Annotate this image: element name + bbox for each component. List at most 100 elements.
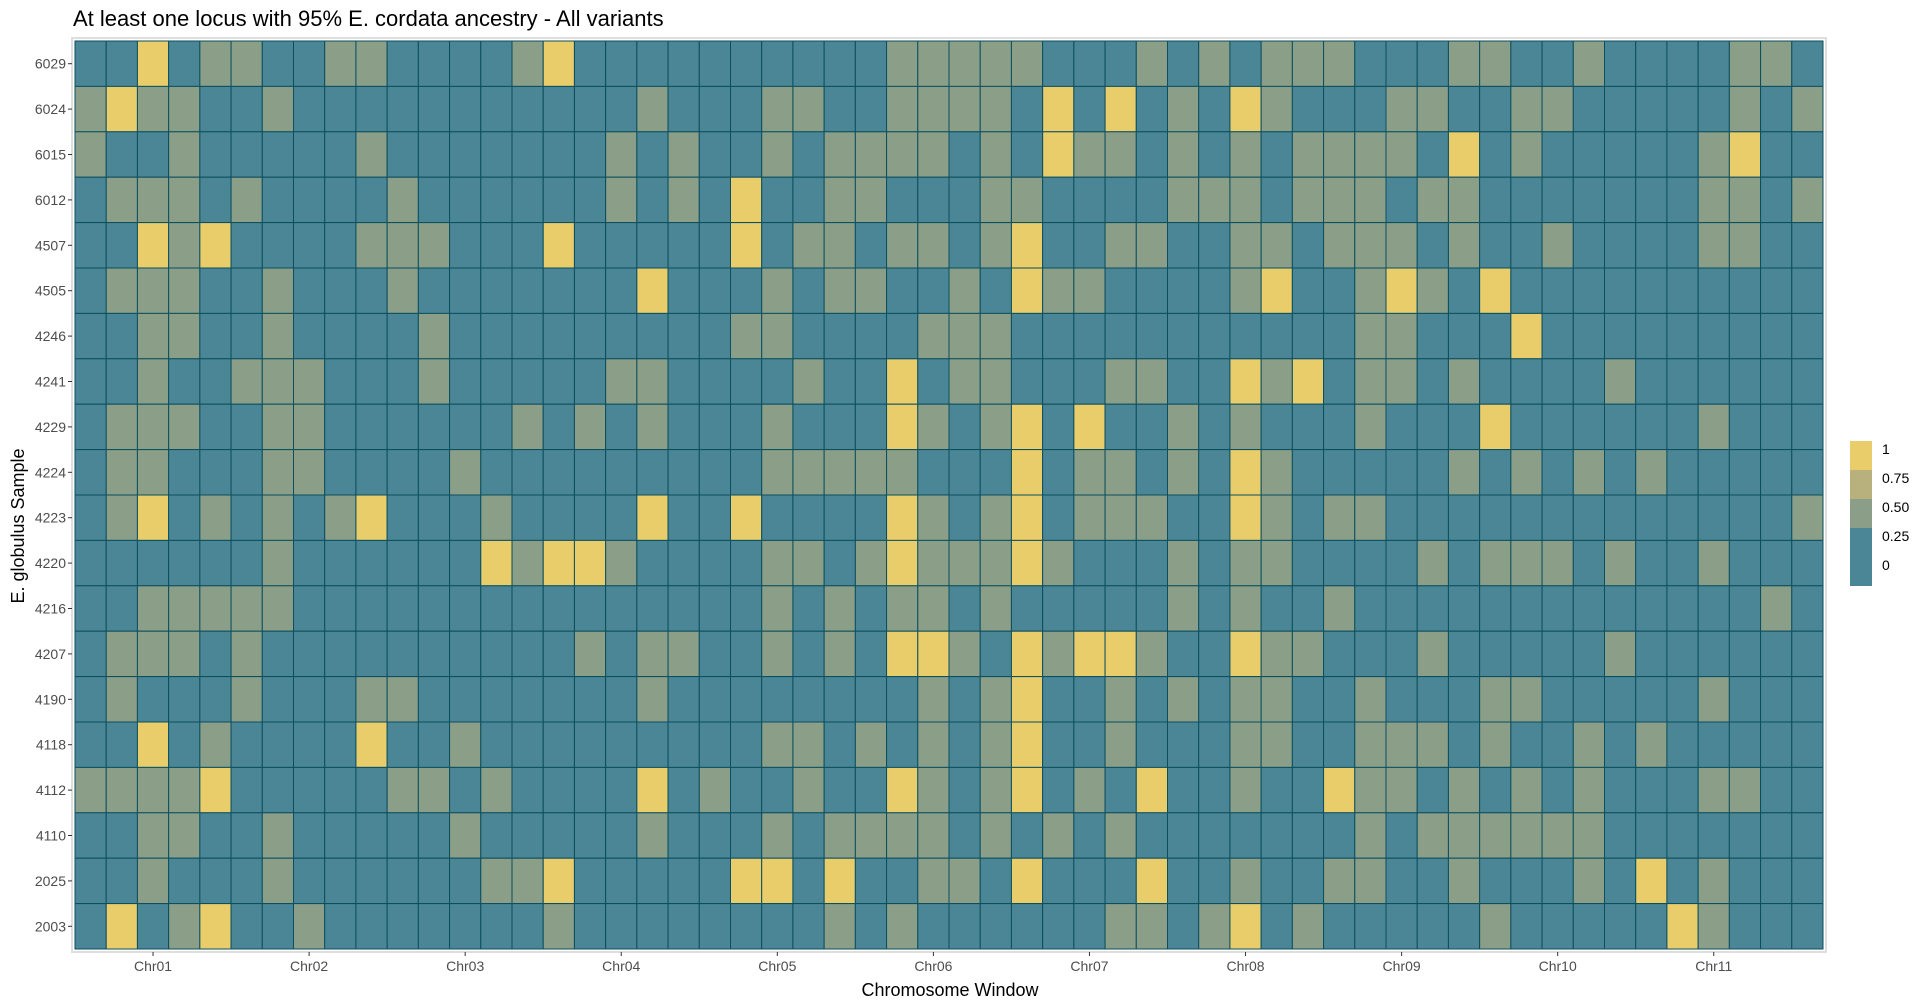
heatmap-cell: [1291, 449, 1325, 496]
heatmap-cell: [261, 222, 294, 269]
heatmap-cell: [230, 403, 263, 451]
heatmap-cell: [1572, 494, 1606, 541]
heatmap-cell: [168, 721, 201, 768]
heatmap-cell: [1760, 40, 1793, 87]
heatmap-cell: [511, 312, 544, 360]
x-axis-title: Chromosome Window: [861, 980, 1039, 1000]
heatmap-cell: [761, 857, 794, 905]
heatmap-cell: [449, 403, 482, 451]
heatmap-cell: [605, 766, 638, 814]
heatmap-cell: [74, 857, 107, 905]
heatmap-cell: [1416, 312, 1449, 360]
heatmap-cell: [1291, 766, 1325, 814]
heatmap-cell: [1073, 903, 1106, 950]
heatmap-cell: [417, 85, 451, 133]
heatmap-cell: [1104, 403, 1137, 451]
heatmap-cell: [1510, 857, 1543, 905]
heatmap-cell: [293, 403, 326, 451]
heatmap-cell: [1073, 131, 1106, 178]
heatmap-cell: [1604, 312, 1637, 360]
heatmap-cell: [1073, 494, 1106, 541]
heatmap-cell: [168, 85, 201, 133]
heatmap-cell: [542, 721, 575, 768]
heatmap-cell: [917, 131, 950, 178]
heatmap-cell: [1666, 403, 1699, 451]
heatmap-cell: [1479, 449, 1512, 496]
heatmap-cell: [1104, 358, 1137, 405]
heatmap-cell: [230, 449, 263, 496]
heatmap-cell: [230, 494, 263, 541]
heatmap-cell: [1167, 676, 1200, 723]
heatmap-cell: [230, 539, 263, 587]
heatmap-cell: [449, 903, 482, 950]
heatmap-cell: [636, 312, 669, 360]
heatmap-cell: [136, 85, 170, 133]
heatmap-cell: [636, 403, 669, 451]
heatmap-cell: [1167, 85, 1200, 133]
heatmap-cell: [293, 312, 326, 360]
heatmap-cell: [823, 85, 856, 133]
heatmap-cell: [886, 403, 919, 451]
heatmap-cell: [199, 176, 232, 224]
heatmap-cell: [1416, 676, 1449, 723]
heatmap-cell: [667, 630, 700, 678]
heatmap-cell: [1447, 766, 1481, 814]
heatmap-cell: [948, 812, 981, 859]
heatmap-cell: [761, 766, 794, 814]
heatmap-cell: [823, 312, 856, 360]
heatmap-cell: [1385, 131, 1418, 178]
heatmap-cell: [1604, 676, 1637, 723]
heatmap-cell: [1697, 222, 1730, 269]
heatmap-cell: [136, 403, 170, 451]
heatmap-cell: [1635, 222, 1668, 269]
heatmap-cell: [542, 812, 575, 859]
heatmap-cell: [917, 812, 950, 859]
heatmap-cell: [1447, 539, 1481, 587]
heatmap-cell: [1073, 539, 1106, 587]
heatmap-cell: [261, 676, 294, 723]
heatmap-cell: [1135, 676, 1169, 723]
heatmap-cell: [324, 449, 357, 496]
heatmap-cell: [386, 85, 419, 133]
legend-label: 0.50: [1882, 499, 1909, 515]
heatmap-cell: [854, 312, 888, 360]
heatmap-cell: [293, 721, 326, 768]
heatmap-cell: [1354, 494, 1387, 541]
heatmap-cell: [1728, 85, 1762, 133]
heatmap-cell: [1354, 267, 1387, 314]
heatmap-cell: [355, 903, 388, 950]
heatmap-cell: [449, 222, 482, 269]
heatmap-cell: [1791, 358, 1824, 405]
heatmap-cell: [792, 403, 825, 451]
heatmap-cell: [230, 40, 263, 87]
heatmap-cell: [1135, 312, 1169, 360]
heatmap-cell: [1260, 40, 1293, 87]
heatmap-cell: [136, 40, 170, 87]
heatmap-cell: [1291, 85, 1325, 133]
heatmap-cell: [1635, 539, 1668, 587]
heatmap-cell: [948, 857, 981, 905]
heatmap-cell: [1073, 176, 1106, 224]
heatmap-cell: [230, 903, 263, 950]
heatmap-cell: [698, 494, 731, 541]
x-tick-label: Chr09: [1383, 958, 1421, 974]
heatmap-cell: [1697, 267, 1730, 314]
heatmap-cell: [917, 40, 950, 87]
heatmap-cell: [1198, 903, 1231, 950]
heatmap-cell: [698, 539, 731, 587]
heatmap-cell: [105, 585, 138, 632]
heatmap-cell: [1291, 358, 1325, 405]
heatmap-cell: [1604, 222, 1637, 269]
heatmap-cell: [886, 766, 919, 814]
heatmap-cell: [1510, 721, 1543, 768]
heatmap-cell: [823, 494, 856, 541]
heatmap-cell: [730, 676, 763, 723]
heatmap-cell: [917, 494, 950, 541]
heatmap-cell: [293, 358, 326, 405]
heatmap-cell: [605, 85, 638, 133]
heatmap-cell: [105, 539, 138, 587]
heatmap-cell: [979, 494, 1012, 541]
heatmap-cell: [761, 676, 794, 723]
heatmap-cell: [1510, 585, 1543, 632]
heatmap-cell: [1042, 812, 1075, 859]
